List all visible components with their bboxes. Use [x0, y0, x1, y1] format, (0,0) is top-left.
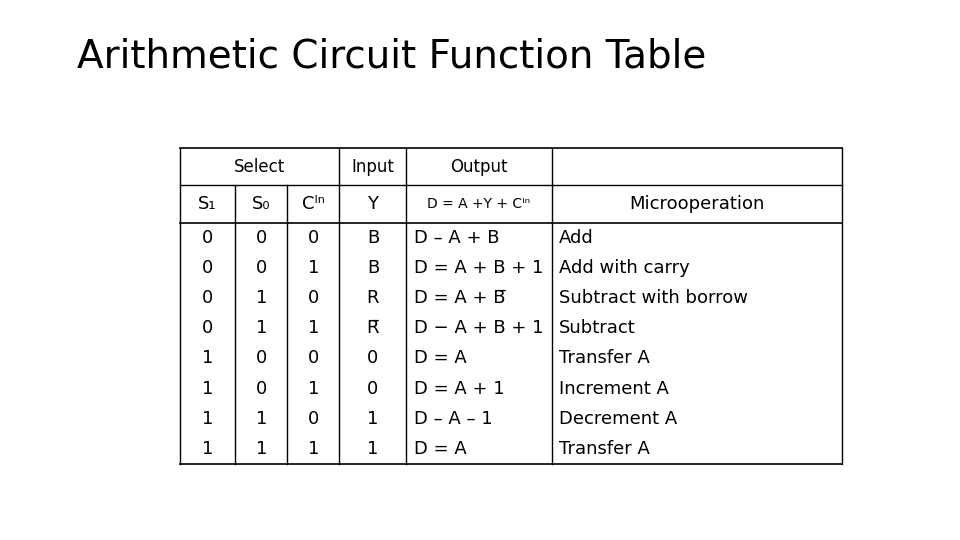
Text: Select: Select: [234, 158, 285, 176]
Text: 0: 0: [202, 259, 213, 277]
Text: 1: 1: [202, 440, 213, 458]
Text: Transfer A: Transfer A: [559, 440, 650, 458]
Text: Input: Input: [351, 158, 395, 176]
Text: D = A + B̅: D = A + B̅: [414, 289, 505, 307]
Text: Microoperation: Microoperation: [629, 195, 764, 213]
Text: Transfer A: Transfer A: [559, 349, 650, 367]
Text: Decrement A: Decrement A: [559, 410, 677, 428]
Text: Output: Output: [450, 158, 508, 176]
Text: Y: Y: [368, 195, 378, 213]
Text: 1: 1: [202, 380, 213, 397]
Text: B: B: [367, 229, 379, 247]
Text: D = A: D = A: [414, 349, 467, 367]
Text: D = A + B + 1: D = A + B + 1: [414, 259, 543, 277]
Text: 0: 0: [202, 319, 213, 338]
Text: 0: 0: [308, 410, 319, 428]
Text: 1: 1: [308, 319, 319, 338]
Text: 0: 0: [255, 380, 267, 397]
Text: Subtract: Subtract: [559, 319, 636, 338]
Text: Add: Add: [559, 229, 593, 247]
Text: R: R: [367, 289, 379, 307]
Text: 1: 1: [255, 410, 267, 428]
Text: S₀: S₀: [252, 195, 271, 213]
Text: Cᴵⁿ: Cᴵⁿ: [302, 195, 324, 213]
Text: 1: 1: [255, 319, 267, 338]
Text: D – A + B: D – A + B: [414, 229, 499, 247]
Text: 1: 1: [308, 440, 319, 458]
Text: D = A + 1: D = A + 1: [414, 380, 505, 397]
Text: Subtract with borrow: Subtract with borrow: [559, 289, 748, 307]
Text: S₁: S₁: [198, 195, 217, 213]
Text: D − A + B + 1: D − A + B + 1: [414, 319, 543, 338]
Text: 0: 0: [202, 229, 213, 247]
Text: 0: 0: [308, 229, 319, 247]
Text: B: B: [367, 259, 379, 277]
Text: 1: 1: [202, 349, 213, 367]
Text: 0: 0: [255, 229, 267, 247]
Text: 1: 1: [202, 410, 213, 428]
Text: 1: 1: [308, 380, 319, 397]
Text: D = A: D = A: [414, 440, 467, 458]
Text: 0: 0: [255, 349, 267, 367]
Text: Add with carry: Add with carry: [559, 259, 689, 277]
Text: 0: 0: [368, 349, 378, 367]
Text: 0: 0: [368, 380, 378, 397]
Text: 1: 1: [368, 440, 378, 458]
Text: D = A +Y + Cᴵⁿ: D = A +Y + Cᴵⁿ: [427, 197, 531, 211]
Text: 1: 1: [368, 410, 378, 428]
Text: 0: 0: [308, 289, 319, 307]
Text: Increment A: Increment A: [559, 380, 669, 397]
Text: 1: 1: [308, 259, 319, 277]
Text: 0: 0: [202, 289, 213, 307]
Text: R̅: R̅: [367, 319, 379, 338]
Text: 1: 1: [255, 440, 267, 458]
Text: Arithmetic Circuit Function Table: Arithmetic Circuit Function Table: [77, 38, 707, 76]
Text: D – A – 1: D – A – 1: [414, 410, 492, 428]
Text: 0: 0: [255, 259, 267, 277]
Text: 1: 1: [255, 289, 267, 307]
Text: 0: 0: [308, 349, 319, 367]
